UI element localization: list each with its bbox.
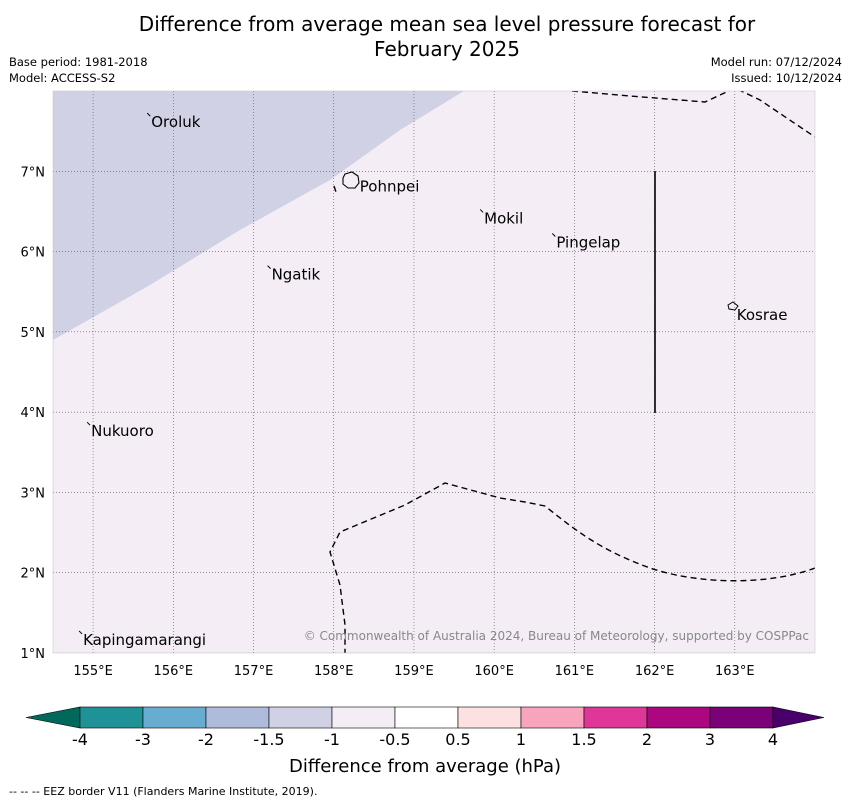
colorbar-tick-label: 3 — [705, 730, 715, 749]
kosrae-island-outline — [727, 301, 739, 311]
model-run: Model run: 07/12/2024 — [710, 55, 842, 69]
colorbar-tick-label: 4 — [768, 730, 778, 749]
title-line-1: Difference from average mean sea level p… — [138, 12, 756, 36]
longitude-label: 160°E — [474, 664, 514, 679]
meta-right: Model run: 07/12/2024 Issued: 10/12/2024 — [711, 54, 842, 86]
colorbar-swatch — [457, 706, 522, 729]
latitude-label: 5°N — [21, 326, 46, 341]
longitude-label: 159°E — [394, 664, 434, 679]
place-label: Oroluk — [151, 113, 200, 131]
colorbar-swatch — [142, 706, 207, 729]
title-line-2: February 2025 — [374, 37, 520, 61]
island-marker — [78, 630, 83, 635]
model-name: Model: ACCESS-S2 — [9, 71, 116, 85]
map-title: Difference from average mean sea level p… — [0, 12, 850, 62]
latitude-label: 4°N — [21, 406, 46, 421]
place-label: Kosrae — [737, 306, 788, 324]
footer-note: -- -- -- EEZ border V11 (Flanders Marine… — [9, 785, 318, 798]
place-label: Ngatik — [272, 266, 321, 284]
longitude-label: 163°E — [715, 664, 755, 679]
longitude-label: 158°E — [314, 664, 354, 679]
colorbar-tick-label: -3 — [135, 730, 151, 749]
pressure-anomaly-region — [53, 91, 464, 340]
latitude-label: 7°N — [21, 165, 46, 180]
issued-date: Issued: 10/12/2024 — [731, 71, 842, 85]
colorbar-swatch — [520, 706, 585, 729]
longitude-label: 155°E — [73, 664, 113, 679]
island-marker — [267, 265, 271, 269]
place-label: Kapingamarangi — [83, 631, 206, 649]
latitude-label: 3°N — [21, 486, 46, 501]
colorbar-high-extension — [772, 706, 825, 729]
plot-frame — [52, 90, 816, 654]
colorbar: -4 -3 -2 -1.5 -1 -0.5 0.5 1 1.5 2 3 4 — [25, 706, 825, 749]
colorbar-tick-label: -4 — [72, 730, 88, 749]
colorbar-low-extension — [25, 706, 81, 729]
axis-labels: 155°E 156°E 157°E 158°E 159°E 160°E 161°E 162°E… — [21, 165, 755, 679]
colorbar-tick-label: 1.5 — [571, 730, 596, 749]
colorbar-label: Difference from average (hPa) — [289, 756, 561, 777]
colorbar-tick-label: 2 — [642, 730, 652, 749]
island-marker — [551, 233, 556, 237]
place-label: Pingelap — [556, 234, 620, 252]
colorbar-swatch — [646, 706, 711, 729]
longitude-label: 161°E — [555, 664, 595, 679]
place-label: Nukuoro — [91, 422, 154, 440]
island-marker — [479, 209, 484, 213]
colorbar-tick-label: -2 — [198, 730, 214, 749]
colorbar-tick-label: -1.5 — [253, 730, 284, 749]
island-marker — [146, 112, 151, 117]
colorbar-swatch — [205, 706, 270, 729]
colorbar-swatch — [331, 706, 396, 729]
latitude-label: 2°N — [21, 567, 46, 582]
longitude-label: 157°E — [234, 664, 274, 679]
eez-border-north — [571, 91, 815, 138]
eez-border-fragment — [333, 185, 337, 193]
colorbar-tick-label: -0.5 — [379, 730, 410, 749]
place-labels: Oroluk Pohnpei Mokil Pingelap Ngatik Kosrae Nu… — [78, 112, 788, 649]
base-period: Base period: 1981-2018 — [9, 55, 148, 69]
island-marker — [86, 421, 91, 426]
colorbar-swatch — [583, 706, 648, 729]
pohnpei-island-outline — [342, 171, 360, 189]
place-label: Mokil — [484, 209, 523, 227]
colorbar-swatch — [394, 706, 459, 729]
latitude-label: 6°N — [21, 246, 46, 261]
latitude-label: 1°N — [21, 647, 46, 662]
colorbar-swatch — [79, 706, 144, 729]
colorbar-tick-label: 1 — [516, 730, 526, 749]
colorbar-swatch — [709, 706, 774, 729]
eez-borders — [329, 91, 815, 653]
meta-left: Base period: 1981-2018 Model: ACCESS-S2 — [9, 54, 148, 86]
eez-border-south — [329, 482, 815, 653]
plot-area: Oroluk Pohnpei Mokil Pingelap Ngatik Kosrae Nu… — [53, 91, 815, 653]
colorbar-swatch — [268, 706, 333, 729]
copyright-notice: © Commonwealth of Australia 2024, Bureau… — [304, 629, 809, 643]
place-label: Pohnpei — [360, 177, 420, 195]
colorbar-tick-label: -1 — [324, 730, 340, 749]
longitude-label: 156°E — [154, 664, 194, 679]
colorbar-tick-label: 0.5 — [445, 730, 470, 749]
longitude-label: 162°E — [635, 664, 675, 679]
